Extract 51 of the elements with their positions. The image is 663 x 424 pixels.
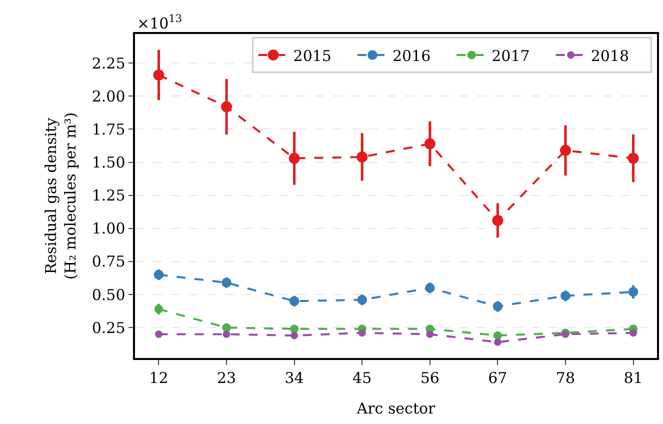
- point: [222, 323, 231, 332]
- x-tick-label: 67: [488, 368, 508, 387]
- point: [153, 70, 164, 80]
- point: [628, 286, 638, 297]
- point: [358, 329, 366, 337]
- y-axis-title: Residual gas density (H₂ molecules per m³): [42, 112, 80, 280]
- x-tick-label: 45: [352, 368, 372, 387]
- legend-label: 2018: [590, 46, 630, 65]
- point: [154, 270, 164, 280]
- point: [630, 329, 637, 337]
- point: [424, 138, 436, 150]
- text: ×10$^{13}$: [137, 13, 182, 32]
- point: [494, 338, 502, 346]
- x-tick-label: 12: [149, 368, 168, 387]
- y-tick-label: 1.00: [92, 220, 126, 238]
- point: [222, 278, 232, 288]
- point: [222, 330, 230, 338]
- y-tick-label: 1.75: [92, 120, 126, 138]
- point: [493, 331, 502, 340]
- point: [154, 304, 164, 314]
- point: [425, 283, 435, 293]
- point: [288, 152, 300, 164]
- x-tick-label: 56: [420, 368, 440, 387]
- point: [426, 330, 434, 338]
- point: [492, 214, 504, 226]
- x-tick-label: 23: [216, 368, 236, 387]
- point: [628, 152, 639, 164]
- point: [221, 101, 232, 112]
- x-tick-label: 78: [556, 368, 576, 387]
- y-tick-label: 0.50: [92, 286, 126, 304]
- point: [290, 324, 299, 334]
- y-tick-label: 1.50: [92, 154, 126, 172]
- x-axis-title: Arc sector: [356, 400, 436, 418]
- x-tick-label: 34: [284, 368, 304, 387]
- y-tick-label: 2.25: [92, 54, 126, 72]
- legend-label: 2015: [293, 46, 332, 65]
- point: [357, 294, 367, 305]
- y-tick-label: 1.25: [92, 186, 126, 205]
- point: [289, 296, 300, 306]
- point: [155, 330, 162, 338]
- y-tick-label: 0.25: [92, 318, 126, 337]
- point: [290, 332, 298, 340]
- point: [492, 302, 503, 312]
- y-tick-label: 2.00: [92, 87, 126, 106]
- point: [560, 144, 571, 156]
- legend-label: 2016: [392, 46, 431, 65]
- x-tick-label: 81: [624, 368, 643, 387]
- point: [560, 290, 570, 301]
- y-tick-label: 0.75: [92, 252, 126, 271]
- point: [356, 151, 368, 162]
- legend-label: 2017: [492, 46, 530, 65]
